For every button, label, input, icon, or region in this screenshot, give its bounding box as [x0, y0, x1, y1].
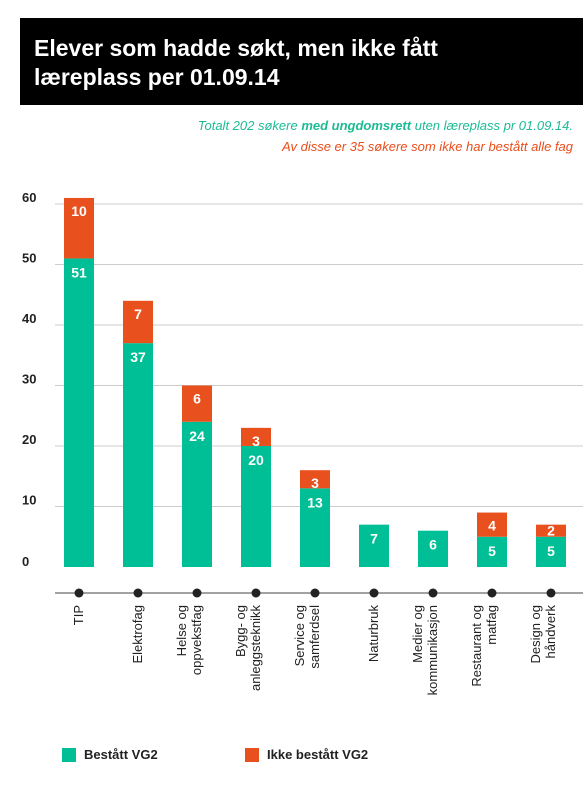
bar-passed — [536, 536, 566, 567]
x-tick-label-line: Helse og — [174, 605, 189, 656]
data-label-failed: 10 — [71, 203, 87, 219]
legend-swatch-failed — [245, 747, 259, 762]
x-tick-label: TIP — [71, 605, 86, 625]
bar-failed — [241, 427, 271, 446]
data-label-passed: 6 — [429, 537, 437, 553]
data-label-passed: 7 — [370, 531, 378, 547]
legend-label-passed: Bestått VG2 — [84, 747, 158, 762]
x-tick-label: Design oghåndverk — [528, 605, 558, 664]
bar-failed — [477, 512, 507, 537]
bar-passed — [418, 530, 448, 567]
bar-failed — [182, 385, 212, 422]
y-tick-label: 40 — [22, 311, 36, 326]
data-label-passed: 13 — [307, 494, 323, 510]
x-tick-label-line: Service og — [292, 605, 307, 666]
bar-passed — [477, 536, 507, 567]
y-tick-label: 0 — [22, 554, 29, 569]
data-label-failed: 7 — [134, 306, 142, 322]
bar-failed — [64, 197, 94, 259]
x-tick-label: Medier ogkommunikasjon — [410, 605, 440, 695]
x-tick-label: Bygg- oganleggsteknikk — [233, 605, 263, 691]
x-axis-dot — [546, 588, 556, 598]
bar-passed — [123, 343, 153, 567]
data-label-passed: 24 — [189, 428, 205, 444]
data-label-passed: 5 — [488, 543, 496, 559]
x-axis-dot — [369, 588, 379, 598]
data-label-passed: 5 — [547, 543, 555, 559]
x-tick-label: Service ogsamferdsel — [292, 605, 322, 669]
data-label-failed: 6 — [193, 391, 201, 407]
x-tick-label-line: Restaurant og — [469, 605, 484, 687]
x-tick-label-line: håndverk — [543, 605, 558, 659]
bar-failed — [536, 524, 566, 537]
bar-passed — [182, 421, 212, 567]
x-tick-label-line: kommunikasjon — [425, 605, 440, 695]
legend-item-passed: Bestått VG2 — [62, 747, 158, 762]
x-axis-dot — [192, 588, 202, 598]
chart-title-line-2: læreplass per 01.09.14 — [34, 64, 280, 90]
subtitle-total-post: uten læreplass pr 01.09.14. — [411, 118, 573, 133]
x-tick-label: Naturbruk — [366, 605, 381, 663]
bar-passed — [359, 524, 389, 567]
x-tick-label-line: matfag — [484, 605, 499, 645]
x-axis-dot — [428, 588, 438, 598]
x-tick-label-line: TIP — [71, 605, 86, 625]
legend-item-failed: Ikke bestått VG2 — [245, 747, 368, 762]
x-tick-label-line: anleggsteknikk — [248, 605, 263, 691]
bar-passed — [64, 258, 94, 567]
bar-passed — [241, 446, 271, 567]
x-tick-label-line: Bygg- og — [233, 605, 248, 657]
y-tick-label: 60 — [22, 190, 36, 205]
y-tick-label: 10 — [22, 493, 36, 508]
x-axis-dot — [487, 588, 497, 598]
data-label-passed: 37 — [130, 349, 146, 365]
x-axis-dot — [310, 588, 320, 598]
subtitle-failed: Av disse er 35 søkere som ikke har bestå… — [282, 139, 573, 154]
bar-failed — [123, 300, 153, 344]
x-tick-label-line: Medier og — [410, 605, 425, 663]
legend-label-failed: Ikke bestått VG2 — [267, 747, 369, 762]
chart-title: Elever som hadde søkt, men ikke fått lær… — [20, 18, 583, 105]
y-tick-label: 20 — [22, 432, 36, 447]
subtitle-total-pre: Totalt 202 søkere — [197, 118, 302, 133]
data-label-failed: 3 — [252, 433, 260, 449]
x-tick-label: Helse ogoppvekstfag — [174, 605, 204, 675]
bar-passed — [300, 488, 330, 567]
legend-swatch-passed — [62, 747, 76, 762]
chart-title-line-1: Elever som hadde søkt, men ikke fått — [34, 35, 438, 61]
x-tick-label: Elektrofag — [130, 605, 145, 664]
x-tick-label-line: oppvekstfag — [189, 605, 204, 675]
x-tick-label-line: samferdsel — [307, 605, 322, 669]
subtitle-total: Totalt 202 søkere med ungdomsrett uten l… — [198, 118, 573, 133]
data-label-failed: 2 — [547, 523, 555, 539]
x-tick-label-line: Design og — [528, 605, 543, 664]
y-tick-label: 50 — [22, 251, 36, 266]
x-axis-dot — [74, 588, 84, 598]
x-tick-label-line: Elektrofag — [130, 605, 145, 664]
x-axis-dot — [251, 588, 261, 598]
x-axis-dot — [133, 588, 143, 598]
data-label-failed: 3 — [311, 475, 319, 491]
y-tick-label: 30 — [22, 372, 36, 387]
data-label-passed: 51 — [71, 264, 87, 280]
data-label-passed: 20 — [248, 452, 264, 468]
bar-failed — [300, 470, 330, 489]
subtitle-total-bold: med ungdomsrett — [301, 118, 412, 133]
data-label-failed: 4 — [488, 518, 496, 534]
x-tick-label: Restaurant ogmatfag — [469, 605, 499, 687]
x-tick-label-line: Naturbruk — [366, 605, 381, 663]
